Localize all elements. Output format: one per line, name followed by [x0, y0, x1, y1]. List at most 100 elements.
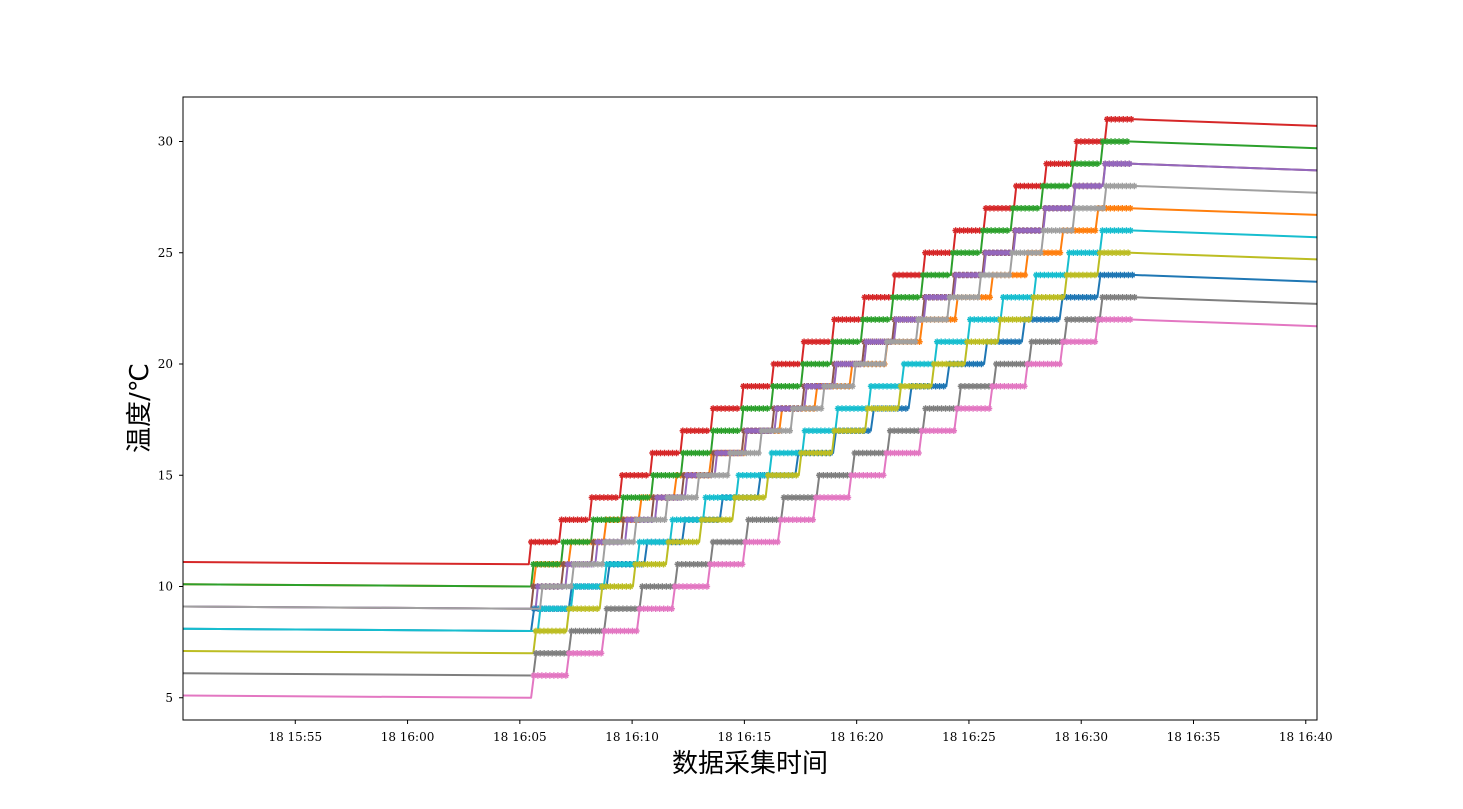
series-marker: [1111, 138, 1119, 145]
series-marker: [774, 360, 781, 368]
series-marker: [905, 383, 913, 390]
series-marker: [673, 538, 680, 546]
series-marker: [780, 494, 788, 501]
series-marker: [776, 449, 784, 457]
series-marker: [971, 316, 978, 323]
series-marker: [786, 383, 793, 390]
series-marker: [998, 205, 1006, 212]
series-marker: [1093, 160, 1101, 167]
series-marker: [573, 605, 581, 612]
series-marker: [743, 427, 751, 434]
x-axis-title: 数据采集时间: [672, 749, 828, 779]
series-marker: [1020, 294, 1027, 301]
series-marker: [637, 516, 644, 523]
series-marker: [745, 516, 752, 523]
series-marker: [1063, 316, 1071, 323]
series-marker: [907, 271, 915, 279]
series-marker: [984, 338, 991, 345]
series-marker: [990, 249, 998, 256]
series-marker: [1113, 271, 1120, 279]
series-marker: [627, 605, 635, 612]
series-marker: [698, 516, 706, 523]
series-marker: [655, 583, 662, 590]
series-marker: [938, 294, 946, 301]
series-marker: [1103, 294, 1110, 301]
series-marker: [958, 360, 966, 368]
series-marker: [710, 427, 717, 434]
series-marker: [594, 583, 601, 590]
series-marker: [748, 383, 755, 390]
series-marker: [1118, 316, 1126, 323]
series-marker: [849, 383, 856, 390]
series-marker: [911, 271, 919, 279]
series-marker: [951, 316, 958, 323]
series-marker: [974, 360, 981, 368]
x-tick-label: 18 16:10: [605, 730, 659, 744]
series-marker: [681, 516, 688, 523]
series-marker: [752, 405, 759, 412]
series-marker: [717, 405, 725, 412]
series-marker: [997, 360, 1004, 368]
series-marker: [590, 561, 598, 568]
series-marker: [1077, 138, 1085, 145]
series-marker: [546, 672, 554, 679]
series-marker: [1052, 338, 1059, 345]
series-marker: [786, 427, 793, 434]
series-marker: [752, 383, 759, 390]
series-marker: [1119, 227, 1126, 234]
series-marker: [943, 271, 951, 279]
series-marker: [648, 538, 655, 546]
series-marker: [567, 583, 574, 590]
series-marker: [794, 383, 801, 390]
series-marker: [1067, 294, 1074, 301]
series-marker: [946, 405, 953, 412]
series-marker: [1078, 249, 1085, 256]
series-marker: [997, 271, 1005, 279]
series-marker: [1003, 227, 1011, 234]
series-marker: [688, 472, 695, 479]
series-marker: [999, 227, 1007, 234]
series-marker: [639, 583, 646, 590]
series-marker: [1048, 227, 1055, 234]
series-marker: [1028, 360, 1035, 368]
series-marker: [805, 427, 813, 434]
series-marker: [650, 472, 657, 479]
series-marker: [884, 316, 891, 323]
series-marker: [919, 271, 927, 279]
series-marker: [559, 583, 566, 590]
series-marker: [721, 405, 729, 412]
series-marker: [768, 449, 776, 457]
series-marker: [560, 538, 567, 546]
series-marker: [604, 494, 612, 501]
series-marker: [797, 405, 805, 412]
series-marker: [1111, 294, 1118, 301]
series-marker: [562, 516, 569, 523]
series-marker: [709, 405, 717, 412]
series-marker: [606, 516, 613, 523]
series-marker: [824, 360, 831, 368]
series-marker: [592, 627, 599, 635]
series-marker: [894, 427, 902, 434]
series-marker: [625, 627, 632, 635]
series-marker: [619, 583, 626, 590]
series-marker: [1071, 227, 1079, 234]
series-marker: [593, 650, 601, 657]
series-marker: [872, 360, 879, 368]
series-marker: [864, 427, 872, 434]
series-marker: [934, 294, 942, 301]
series-marker: [954, 294, 961, 301]
series-marker: [607, 605, 615, 612]
series-marker: [599, 583, 606, 590]
series-marker: [1087, 271, 1095, 279]
series-marker: [723, 472, 731, 479]
series-marker: [1038, 294, 1045, 301]
series-marker: [898, 405, 906, 412]
series-marker: [786, 360, 793, 368]
series-marker: [574, 516, 581, 523]
series-marker: [916, 338, 923, 345]
series-marker: [641, 516, 648, 523]
series-marker: [828, 494, 836, 501]
series-marker: [766, 427, 773, 434]
series-marker: [1124, 116, 1131, 123]
series-marker: [773, 472, 780, 479]
